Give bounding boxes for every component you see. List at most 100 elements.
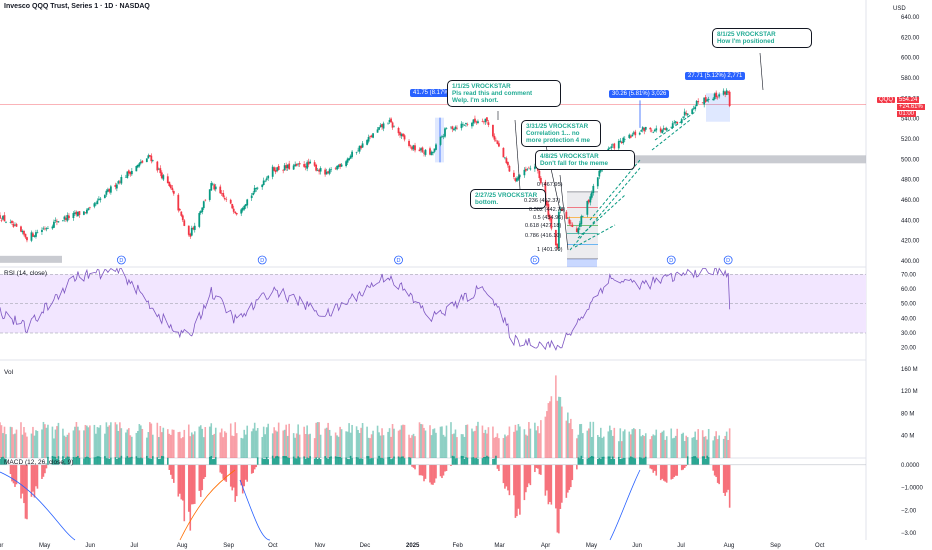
macd-histogram-bar xyxy=(484,456,487,465)
annotation-callout[interactable]: 1/1/25 VROCKSTAR Pls read this and comme… xyxy=(447,80,561,108)
macd-histogram-bar xyxy=(177,464,180,497)
volume-bar xyxy=(78,430,81,458)
candle xyxy=(424,149,427,155)
volume-bar xyxy=(63,435,66,458)
annotation-callout[interactable]: 2/27/25 VROCKSTAR bottom. xyxy=(470,189,546,210)
volume-bar xyxy=(718,435,720,458)
macd-histogram-bar xyxy=(51,455,54,465)
macd-histogram-bar xyxy=(202,464,205,479)
annotation-text: Don't fall for the meme xyxy=(540,160,608,168)
candle xyxy=(96,200,99,205)
candle xyxy=(682,116,685,118)
volume-bar xyxy=(152,434,154,458)
macd-histogram-bar xyxy=(243,464,246,487)
volume-tick-label: 40 M xyxy=(901,434,914,440)
volume-bar xyxy=(534,422,536,458)
macd-histogram-bar xyxy=(403,458,406,465)
currency-label: USD xyxy=(893,6,906,12)
volume-bar xyxy=(265,427,268,458)
candle xyxy=(276,167,279,171)
volume-bar xyxy=(370,434,373,458)
candle xyxy=(283,165,286,171)
volume-bar xyxy=(471,428,473,458)
candle xyxy=(495,139,497,141)
candle xyxy=(180,211,183,216)
measure-label[interactable]: 41.75 (8.17%) 4,175 xyxy=(410,89,471,97)
macd-histogram-bar xyxy=(152,456,154,465)
candle xyxy=(707,99,710,100)
volume-bar xyxy=(172,429,175,458)
candle xyxy=(36,232,39,234)
volume-bar xyxy=(77,426,79,458)
macd-histogram-bar xyxy=(96,456,99,465)
candle xyxy=(75,211,78,215)
macd-histogram-bar xyxy=(638,457,641,465)
measure-label[interactable]: 27.71 (5.12%) 2,771 xyxy=(685,72,746,80)
macd-histogram-bar xyxy=(703,456,705,465)
macd-histogram-bar xyxy=(680,464,683,471)
macd-histogram-bar xyxy=(45,464,48,469)
macd-histogram-bar xyxy=(198,464,201,491)
candle xyxy=(471,122,473,127)
candle xyxy=(568,219,571,224)
volume-bar xyxy=(273,427,275,458)
macd-histogram-bar xyxy=(190,464,193,505)
annotation-callout[interactable]: 8/1/25 VROCKSTAR How I'm positioned xyxy=(712,28,812,49)
annotation-callout[interactable]: 3/31/25 VROCKSTAR Correlation 1... no mo… xyxy=(521,120,601,148)
macd-histogram-bar xyxy=(318,457,320,465)
volume-bar xyxy=(104,433,106,458)
macd-histogram-bar xyxy=(441,464,443,479)
volume-bar xyxy=(187,424,190,458)
candle xyxy=(145,158,148,163)
candle xyxy=(277,166,280,170)
time-tick-label: Feb xyxy=(452,543,463,549)
macd-histogram-bar xyxy=(334,456,337,465)
volume-bar xyxy=(409,437,412,458)
candle xyxy=(306,162,309,169)
macd-histogram-bar xyxy=(486,455,488,465)
macd-histogram-bar xyxy=(93,457,96,465)
dividend-marker xyxy=(257,255,267,265)
candle xyxy=(367,137,370,142)
volume-bar xyxy=(451,434,454,458)
macd-line xyxy=(609,469,641,541)
candle xyxy=(547,204,550,217)
macd-histogram-bar xyxy=(304,458,307,465)
candle xyxy=(208,189,211,200)
candle xyxy=(475,121,478,123)
volume-bar xyxy=(617,441,620,458)
macd-histogram-bar xyxy=(66,456,69,465)
candle xyxy=(316,170,319,171)
measure-label[interactable]: 30.26 (5.81%) 3,026 xyxy=(609,90,670,98)
macd-histogram-bar xyxy=(41,464,43,479)
volume-bar xyxy=(495,436,497,458)
macd-histogram-bar xyxy=(178,464,181,494)
volume-bar xyxy=(5,434,7,458)
candle xyxy=(484,118,487,123)
annotation-text: Welp. I'm short. xyxy=(452,97,499,105)
annotation-callout[interactable]: 4/8/25 VROCKSTAR Don't fall for the meme xyxy=(535,150,635,171)
candle xyxy=(117,181,120,184)
macd-histogram-bar xyxy=(597,458,599,465)
candle xyxy=(382,123,385,129)
volume-bar xyxy=(526,435,529,458)
macd-histogram-bar xyxy=(712,464,714,471)
candle xyxy=(728,91,731,107)
macd-histogram-bar xyxy=(570,464,572,488)
volume-bar xyxy=(579,424,581,458)
candle xyxy=(370,135,373,138)
macd-histogram-bar xyxy=(125,457,127,465)
volume-bar xyxy=(632,428,635,458)
candle xyxy=(704,97,707,102)
candle xyxy=(240,209,243,214)
candle xyxy=(560,208,563,211)
macd-histogram-bar xyxy=(603,456,605,465)
candle xyxy=(339,163,342,167)
volume-bar xyxy=(192,434,195,458)
volume-bar xyxy=(171,429,174,458)
macd-histogram-bar xyxy=(561,464,563,503)
volume-bar xyxy=(643,436,646,458)
macd-histogram-bar xyxy=(349,455,352,465)
candle xyxy=(351,151,353,157)
